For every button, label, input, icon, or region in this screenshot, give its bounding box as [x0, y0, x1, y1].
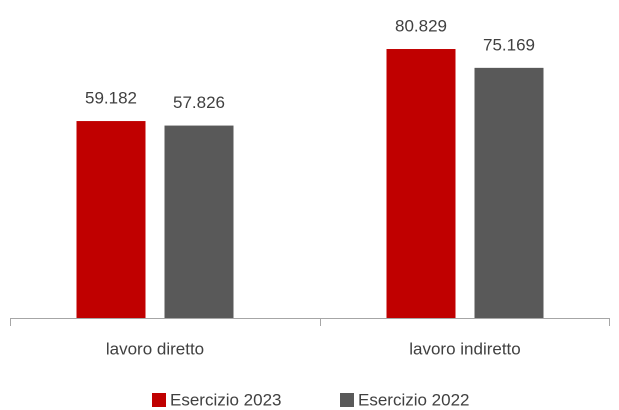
data-label: 57.826 — [173, 93, 225, 112]
data-label: 75.169 — [483, 35, 535, 54]
data-label: 80.829 — [395, 17, 447, 36]
bar — [164, 125, 234, 318]
bar — [386, 49, 456, 319]
x-tick-label: lavoro indiretto — [409, 339, 521, 358]
legend-label: Esercizio 2022 — [358, 390, 470, 409]
legend-swatch — [152, 393, 166, 407]
bar — [474, 67, 544, 318]
bar — [76, 121, 146, 319]
data-label: 59.182 — [85, 89, 137, 108]
legend-label: Esercizio 2023 — [170, 390, 282, 409]
legend-swatch — [340, 393, 354, 407]
x-tick-label: lavoro diretto — [106, 339, 204, 358]
